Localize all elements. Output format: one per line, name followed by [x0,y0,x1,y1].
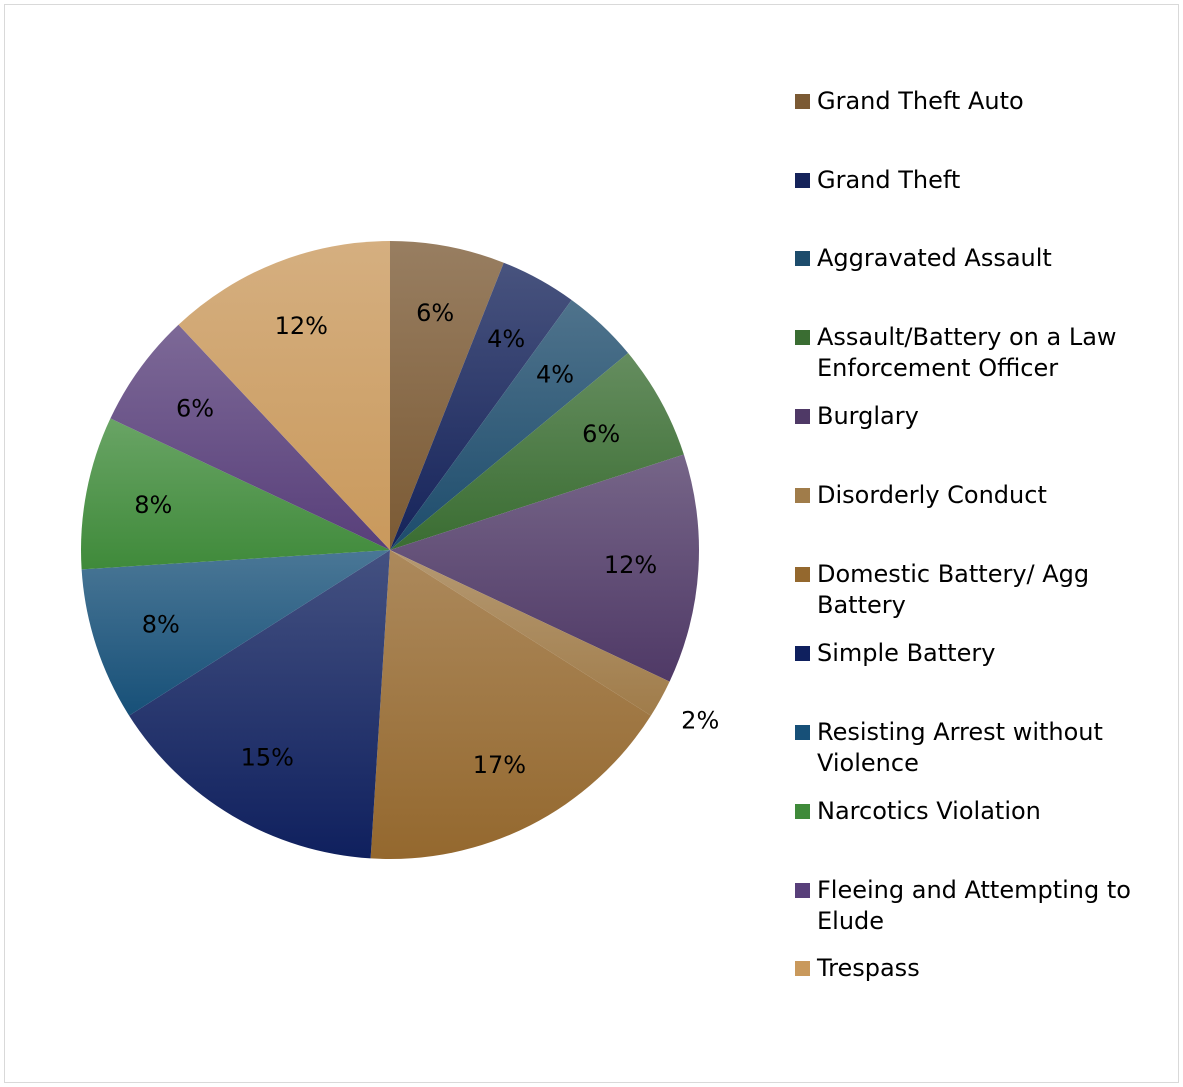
slice-label: 4% [487,325,525,353]
slice-label: 8% [142,610,180,638]
pie-slice [178,241,390,550]
pie-slice [129,550,391,859]
slice-label: 4% [536,360,574,388]
legend-label: Elude [817,907,885,935]
pie-slice [81,550,390,716]
legend-label: Grand Theft Auto [817,87,1024,115]
legend-label: Violence [817,749,919,777]
slice-label: 17% [473,751,526,779]
slice-label: 6% [416,299,454,327]
pie-slice [390,454,699,682]
legend-swatch [795,567,810,582]
legend-label: Resisting Arrest without [817,718,1103,746]
slice-label: 12% [604,551,657,579]
legend-label: Domestic Battery/ Agg [817,560,1090,588]
legend-label: Battery [817,591,906,619]
pie-slice [390,550,670,716]
legend-label: Grand Theft [817,166,961,194]
legend-label: Enforcement Officer [817,354,1059,382]
legend-swatch [795,725,810,740]
legend-label: Aggravated Assault [817,244,1052,272]
legend-swatch [795,804,810,819]
slice-label: 12% [275,312,328,340]
slice-label: 6% [176,394,214,422]
legend-label: Burglary [817,402,919,430]
pie-slice [390,353,684,550]
legend-label: Disorderly Conduct [817,481,1047,509]
slice-label: 2% [681,707,719,735]
legend-label: Simple Battery [817,639,996,667]
chart-area [4,4,1179,1083]
slice-label: 6% [582,420,620,448]
legend-label: Narcotics Violation [817,797,1041,825]
pie-chart: 6% 4% 4% 6% 12% 2% 17% 15% 8% 8% 6% 12% [80,241,719,859]
legend-label: Assault/Battery on a Law [817,323,1117,351]
legend-swatch [795,173,810,188]
pie-slice [390,262,572,550]
legend-label: Fleeing and Attempting to [817,876,1131,904]
pie-slice [110,324,390,550]
legend: Grand Theft Auto Grand Theft Aggravated As… [795,0,1180,1087]
legend-swatch [795,330,810,345]
pie-slice [390,241,504,550]
pie-slices [80,241,699,859]
legend-label: Trespass [817,954,920,982]
legend-swatch [795,488,810,503]
legend-swatch [795,961,810,976]
legend-swatch [795,251,810,266]
legend-swatch [795,94,810,109]
slice-label: 15% [241,743,294,771]
pie-slice [80,418,390,570]
legend-swatch [795,883,810,898]
pie-labels: 6% 4% 4% 6% 12% 2% 17% 15% 8% 8% 6% 12% [134,299,719,779]
pie-slice [370,550,651,859]
legend-swatch [795,409,810,424]
legend-swatch [795,646,810,661]
pie-slice [390,300,629,550]
slice-label: 8% [134,491,172,519]
